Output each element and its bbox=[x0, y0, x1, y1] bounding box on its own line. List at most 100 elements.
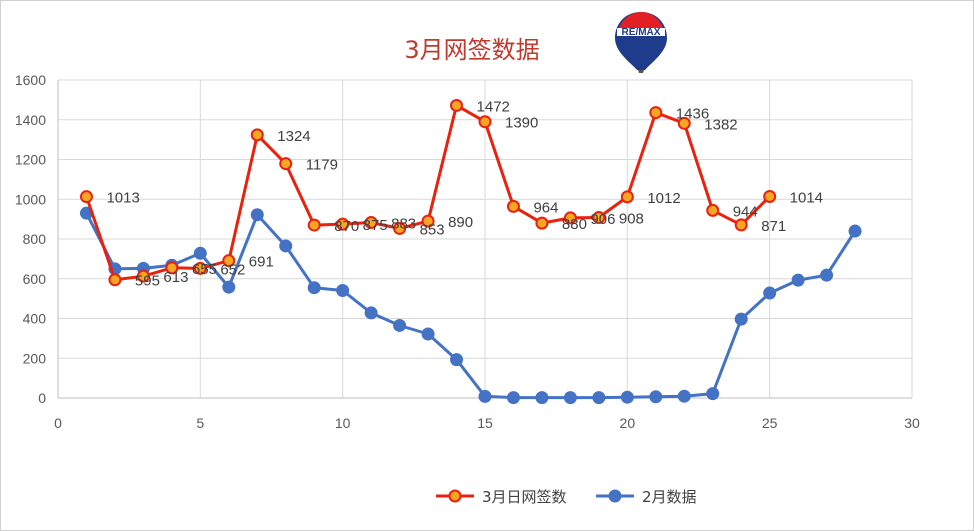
data-point bbox=[535, 391, 549, 405]
data-point bbox=[478, 115, 492, 129]
data-point bbox=[450, 98, 464, 112]
data-point bbox=[336, 283, 350, 297]
data-point bbox=[136, 269, 150, 283]
data-point bbox=[79, 190, 93, 204]
data-label: 691 bbox=[249, 254, 274, 271]
x-tick-label: 25 bbox=[762, 415, 778, 431]
data-label: 875 bbox=[363, 217, 388, 234]
data-point bbox=[222, 254, 236, 268]
data-point bbox=[677, 389, 691, 403]
data-point bbox=[706, 387, 720, 401]
y-tick-label: 1000 bbox=[15, 191, 46, 207]
data-point bbox=[506, 391, 520, 405]
series-layer bbox=[79, 98, 862, 405]
data-label: 853 bbox=[420, 221, 445, 238]
y-tick-label: 0 bbox=[38, 390, 46, 406]
data-label: 880 bbox=[562, 216, 587, 233]
data-point bbox=[250, 128, 264, 142]
x-tick-label: 20 bbox=[620, 415, 636, 431]
data-point bbox=[734, 218, 748, 232]
data-label: 1324 bbox=[277, 128, 310, 145]
balloon-white-band-icon bbox=[617, 28, 665, 36]
y-tick-label: 400 bbox=[23, 311, 47, 327]
data-point bbox=[478, 389, 492, 403]
data-label: 944 bbox=[733, 203, 758, 220]
legend-marker-swatch bbox=[608, 489, 622, 503]
data-label: 655 bbox=[192, 261, 217, 278]
x-tick-label: 0 bbox=[54, 415, 62, 431]
data-label: 908 bbox=[619, 211, 644, 228]
data-point bbox=[364, 216, 378, 230]
data-point bbox=[193, 246, 207, 260]
data-label: 652 bbox=[220, 261, 245, 278]
data-label: 1436 bbox=[676, 106, 709, 123]
data-point bbox=[279, 157, 293, 171]
data-label: 871 bbox=[761, 218, 786, 235]
data-point bbox=[620, 190, 634, 204]
data-point bbox=[393, 318, 407, 332]
y-tick-label: 1200 bbox=[15, 152, 46, 168]
y-tick-label: 1600 bbox=[15, 72, 46, 88]
data-point bbox=[364, 306, 378, 320]
axes: 0 200 400 600 800 1000 1200 1400 1600 0 5 10 15 20 25 3… bbox=[15, 72, 920, 431]
data-label: 883 bbox=[391, 216, 416, 233]
data-point bbox=[592, 211, 606, 225]
data-label: 1390 bbox=[505, 115, 538, 132]
series-february bbox=[79, 206, 862, 405]
data-label: 595 bbox=[135, 273, 160, 290]
data-point bbox=[649, 390, 663, 404]
data-point bbox=[336, 217, 350, 231]
data-label: 1013 bbox=[106, 190, 139, 207]
data-point bbox=[421, 327, 435, 341]
x-tick-label: 15 bbox=[477, 415, 493, 431]
logo-text: RE/MAX bbox=[622, 27, 661, 38]
x-tick-label: 10 bbox=[335, 415, 351, 431]
x-tick-label: 30 bbox=[904, 415, 920, 431]
data-label: 1382 bbox=[704, 116, 737, 133]
chart-title: 3月网签数据 bbox=[404, 36, 539, 64]
data-point bbox=[193, 261, 207, 275]
data-label: 613 bbox=[163, 269, 188, 286]
balloon-basket-icon bbox=[638, 70, 644, 73]
data-point bbox=[307, 218, 321, 232]
data-point bbox=[535, 216, 549, 230]
legend-item: 2月数据 bbox=[596, 488, 697, 506]
data-point bbox=[763, 286, 777, 300]
data-point bbox=[393, 221, 407, 235]
data-point bbox=[421, 214, 435, 228]
data-point bbox=[592, 391, 606, 405]
data-point bbox=[307, 281, 321, 295]
data-point bbox=[677, 116, 691, 130]
data-point bbox=[563, 211, 577, 225]
data-point bbox=[450, 353, 464, 367]
data-label: 1012 bbox=[647, 190, 680, 207]
series-line bbox=[85, 212, 857, 400]
data-point bbox=[250, 208, 264, 222]
data-point bbox=[820, 268, 834, 282]
data-point bbox=[649, 106, 663, 120]
data-point bbox=[620, 390, 634, 404]
data-label: 1014 bbox=[790, 189, 823, 206]
data-point bbox=[563, 391, 577, 405]
x-tick-label: 5 bbox=[196, 415, 204, 431]
legend-item: 3月日网签数 bbox=[436, 488, 567, 506]
y-tick-label: 800 bbox=[23, 231, 47, 247]
data-point bbox=[763, 189, 777, 203]
data-point bbox=[279, 239, 293, 253]
balloon-top-stripe-icon bbox=[619, 12, 663, 28]
data-point bbox=[506, 199, 520, 213]
data-point bbox=[791, 273, 805, 287]
data-point bbox=[108, 273, 122, 287]
y-tick-label: 200 bbox=[23, 350, 47, 366]
y-tick-label: 1400 bbox=[15, 112, 46, 128]
data-label: 964 bbox=[533, 199, 558, 216]
data-point bbox=[222, 280, 236, 294]
legend-label: 3月日网签数 bbox=[482, 488, 567, 506]
data-label: 1472 bbox=[477, 98, 510, 115]
series-march-daily bbox=[79, 98, 777, 287]
data-label: 906 bbox=[590, 211, 615, 228]
data-label: 1179 bbox=[306, 157, 338, 174]
data-label: 870 bbox=[334, 218, 359, 235]
data-point bbox=[734, 312, 748, 326]
